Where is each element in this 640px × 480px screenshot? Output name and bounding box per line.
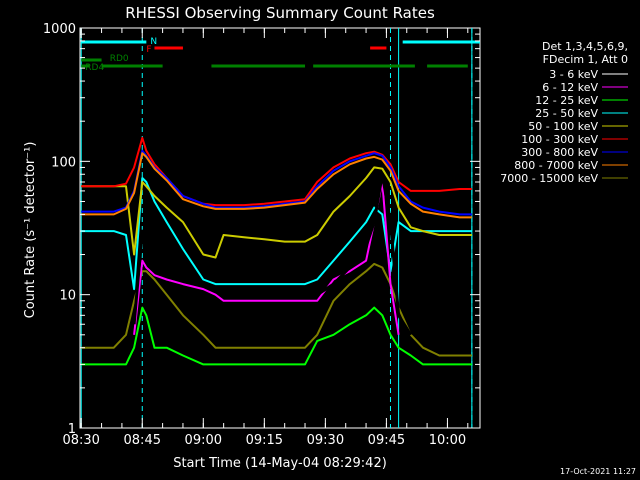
x-tick-label: 08:30 bbox=[62, 433, 99, 448]
x-axis-label: Start Time (14-May-04 08:29:42) bbox=[173, 456, 387, 471]
flag-label-rd0: RD0 bbox=[110, 54, 129, 64]
series-line-black bbox=[132, 172, 413, 336]
x-tick-label: 10:00 bbox=[429, 433, 466, 448]
flag-label-f: F bbox=[146, 45, 151, 55]
series-line-100-300keV bbox=[81, 136, 472, 207]
legend-label: 3 - 6 keV bbox=[549, 68, 598, 81]
series-line-800-7000keV bbox=[81, 152, 472, 219]
x-tick-label: 09:00 bbox=[185, 433, 222, 448]
y-tick-label: 1 bbox=[68, 422, 76, 437]
legend-label: 800 - 7000 keV bbox=[514, 159, 598, 172]
legend-label: 12 - 25 keV bbox=[535, 94, 598, 107]
x-tick-label: 09:45 bbox=[368, 433, 405, 448]
legend-label: 50 - 100 keV bbox=[528, 120, 598, 133]
y-tick-label: 10 bbox=[59, 289, 76, 304]
y-tick-label: 1000 bbox=[43, 22, 76, 37]
plot-frame bbox=[79, 27, 481, 429]
series-line-50-100keV bbox=[81, 166, 472, 259]
legend: Det 1,3,4,5,6,9,FDecim 1, Att 0 3 - 6 keV… bbox=[500, 40, 628, 185]
chart-title: RHESSI Observing Summary Count Rates bbox=[125, 4, 435, 22]
x-tick-label: 09:30 bbox=[307, 433, 344, 448]
x-axis: 08:30 08:45 09:00 09:15 09:30 09:45 10:00 bbox=[62, 28, 469, 448]
plot-area: NF RD0 RD4 bbox=[79, 27, 481, 429]
flag-label-n: N bbox=[150, 37, 157, 47]
legend-label: 100 - 300 keV bbox=[521, 133, 598, 146]
flag-label-rd4: RD4 bbox=[85, 63, 104, 73]
legend-header: FDecim 1, Att 0 bbox=[543, 53, 628, 66]
x-tick-label: 09:15 bbox=[246, 433, 283, 448]
y-axis: 1 10 100 1000 bbox=[43, 22, 480, 437]
legend-header: Det 1,3,4,5,6,9, bbox=[542, 40, 628, 53]
timestamp: 17-Oct-2021 11:27 bbox=[560, 467, 636, 476]
y-tick-label: 100 bbox=[51, 155, 76, 170]
y-axis-label: Count Rate (s⁻¹ detector⁻¹) bbox=[23, 142, 38, 319]
x-tick-label: 08:45 bbox=[124, 433, 161, 448]
series-line-12-25keV bbox=[81, 306, 472, 366]
legend-label: 7000 - 15000 keV bbox=[500, 172, 598, 185]
legend-label: 300 - 800 keV bbox=[521, 146, 598, 159]
legend-label: 25 - 50 keV bbox=[535, 107, 598, 120]
legend-label: 6 - 12 keV bbox=[542, 81, 598, 94]
